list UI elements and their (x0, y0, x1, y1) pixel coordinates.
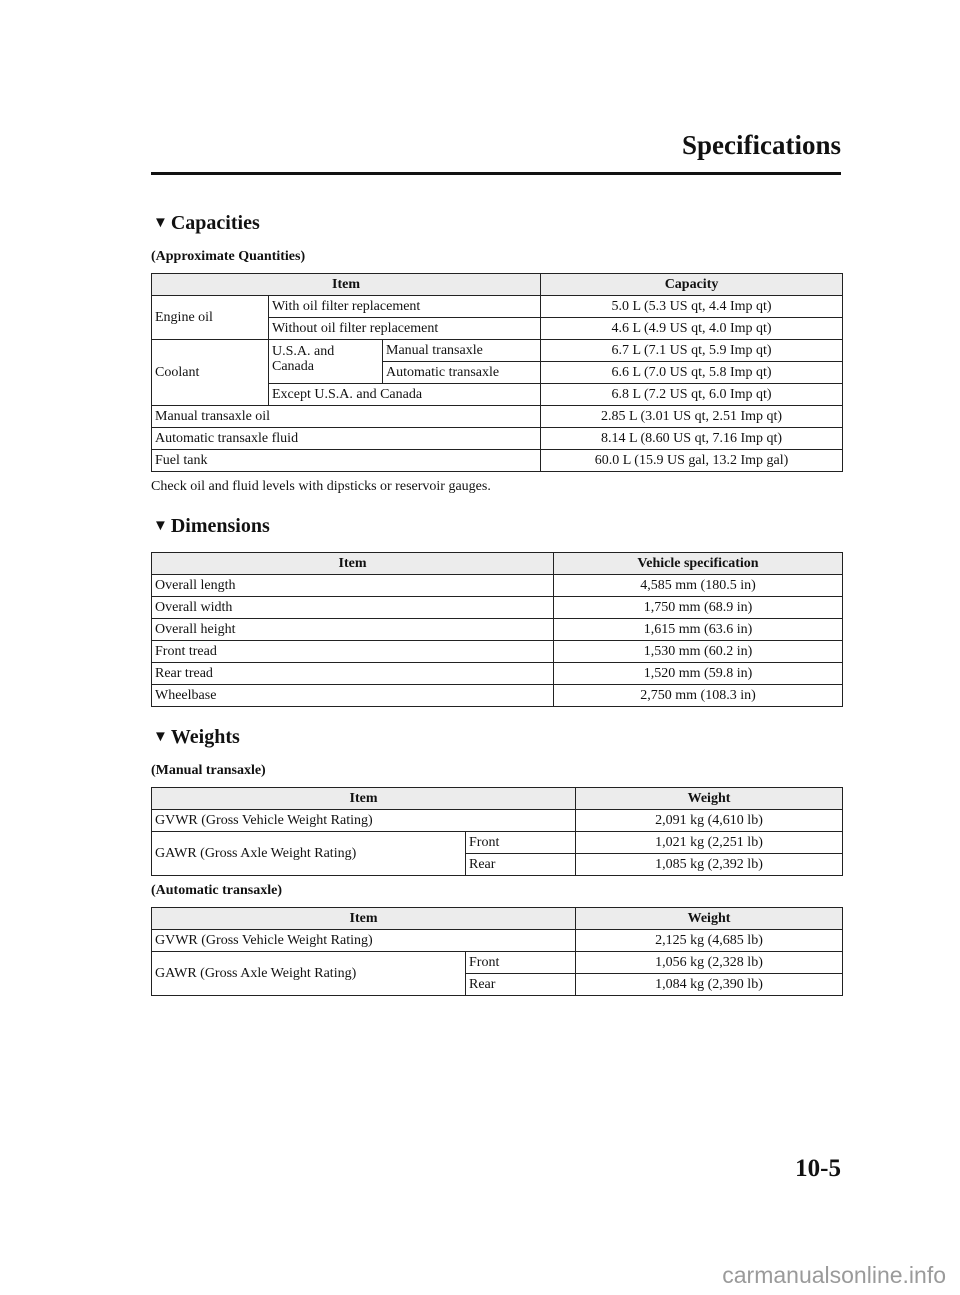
cell: Rear tread (151, 662, 554, 685)
triangle-down-icon: ▼ (153, 729, 168, 745)
column-header: Item (150, 273, 542, 296)
cell: 1,530 mm (60.2 in) (553, 640, 843, 663)
cell: 2,091 kg (4,610 lb) (575, 809, 843, 832)
cell: Rear (465, 853, 576, 876)
capacities-heading: Capacities (170, 212, 260, 234)
cell: With oil filter replacement (267, 295, 542, 318)
cell: 5.0 L (5.3 US qt, 4.4 Imp qt) (540, 295, 844, 318)
table-row: GVWR (Gross Vehicle Weight Rating) 2,091 … (151, 809, 843, 832)
column-header: Item (151, 907, 576, 930)
column-header: Capacity (540, 273, 844, 296)
triangle-down-icon: ▼ (153, 215, 168, 231)
weights-automatic-subtitle: (Automatic transaxle) (151, 883, 283, 898)
cell: Rear (465, 973, 576, 996)
column-header: Weight (575, 787, 843, 810)
row-label: Engine oil (151, 295, 269, 340)
capacities-note: Check oil and fluid levels with dipstick… (151, 479, 491, 494)
page-title: Specifications (682, 130, 841, 160)
cell: 1,056 kg (2,328 lb) (575, 951, 843, 974)
table-row: Wheelbase 2,750 mm (108.3 in) (151, 684, 843, 707)
table-row: Overall width 1,750 mm (68.9 in) (151, 596, 843, 619)
cell: 1,520 mm (59.8 in) (553, 662, 843, 685)
cell: 8.14 L (8.60 US qt, 7.16 Imp qt) (540, 427, 844, 450)
cell: 2,125 kg (4,685 lb) (575, 929, 843, 952)
cell: Overall width (151, 596, 554, 619)
row-label: GAWR (Gross Axle Weight Rating) (151, 951, 466, 996)
cell: Manual transaxle (381, 339, 542, 362)
table-row: Front tread 1,530 mm (60.2 in) (151, 640, 843, 663)
cell: 6.6 L (7.0 US qt, 5.8 Imp qt) (540, 361, 844, 384)
row-label: GAWR (Gross Axle Weight Rating) (151, 831, 466, 876)
table-row: Engine oil With oil filter replacement 5.0… (151, 295, 844, 340)
cell: Automatic transaxle fluid (150, 427, 542, 450)
triangle-down-icon: ▼ (153, 518, 168, 534)
cell: 6.7 L (7.1 US qt, 5.9 Imp qt) (540, 339, 844, 362)
table-header-row: Item Capacity (150, 273, 844, 296)
table-header-row: Item Vehicle specification (151, 552, 843, 575)
table-row: Overall length 4,585 mm (180.5 in) (151, 574, 843, 597)
row-label: Coolant (151, 339, 269, 406)
cell: 1,021 kg (2,251 lb) (575, 831, 843, 854)
cell: 2.85 L (3.01 US qt, 2.51 Imp qt) (540, 405, 844, 428)
cell: 1,084 kg (2,390 lb) (575, 973, 843, 996)
weights-heading: Weights (170, 726, 240, 748)
cell: Automatic transaxle (381, 361, 542, 384)
cell: Front (465, 831, 576, 854)
cell: Except U.S.A. and Canada (267, 383, 542, 406)
table-row: Automatic transaxle 6.6 L (7.0 US qt, 5.8… (152, 361, 844, 384)
cell: Fuel tank (150, 449, 542, 472)
cell: 2,750 mm (108.3 in) (553, 684, 843, 707)
cell: Without oil filter replacement (267, 317, 542, 340)
table-row: Overall height 1,615 mm (63.6 in) (151, 618, 843, 641)
cell: GVWR (Gross Vehicle Weight Rating) (151, 809, 576, 832)
dimensions-heading: Dimensions (170, 515, 270, 537)
capacities-table: Item Capacity Engine oil With oil filter r… (150, 273, 844, 472)
capacities-subtitle: (Approximate Quantities) (151, 249, 306, 264)
cell: 1,085 kg (2,392 lb) (575, 853, 843, 876)
column-header: Weight (575, 907, 843, 930)
weights-automatic-table: Item Weight GVWR (Gross Vehicle Weight Ra… (151, 907, 843, 996)
column-header: Item (151, 552, 554, 575)
table-row: Rear tread 1,520 mm (59.8 in) (151, 662, 843, 685)
table-row: GAWR (Gross Axle Weight Rating) Front 1,05… (151, 951, 843, 996)
title-divider (151, 172, 841, 175)
cell: Overall height (151, 618, 554, 641)
table-row: Rear 1,084 kg (2,390 lb) (152, 973, 843, 996)
table-row: Automatic transaxle fluid 8.14 L (8.60 US… (150, 427, 844, 450)
cell: U.S.A. and Canada (268, 339, 383, 384)
section-heading-weights: ▼ Weights (153, 726, 240, 749)
table-row: Manual transaxle oil 2.85 L (3.01 US qt, … (150, 405, 844, 428)
cell: 1,750 mm (68.9 in) (553, 596, 843, 619)
table-row: Fuel tank 60.0 L (15.9 US gal, 13.2 Imp g… (150, 449, 844, 472)
weights-manual-table: Item Weight GVWR (Gross Vehicle Weight Ra… (151, 787, 843, 876)
cell: Manual transaxle oil (150, 405, 542, 428)
table-row: Except U.S.A. and Canada 6.8 L (7.2 US qt… (152, 383, 844, 406)
column-header: Item (151, 787, 576, 810)
weights-manual-subtitle: (Manual transaxle) (151, 763, 266, 778)
cell: 4.6 L (4.9 US qt, 4.0 Imp qt) (540, 317, 844, 340)
cell: Overall length (151, 574, 554, 597)
table-row: Rear 1,085 kg (2,392 lb) (152, 853, 843, 876)
watermark: carmanualsonline.info (722, 1262, 946, 1288)
table-row: Coolant U.S.A. and Canada Manual transaxle… (151, 339, 844, 406)
cell: 4,585 mm (180.5 in) (553, 574, 843, 597)
table-row: GAWR (Gross Axle Weight Rating) Front 1,02… (151, 831, 843, 876)
section-heading-dimensions: ▼ Dimensions (153, 515, 270, 538)
section-heading-capacities: ▼ Capacities (153, 212, 260, 235)
cell: Front tread (151, 640, 554, 663)
cell: Wheelbase (151, 684, 554, 707)
cell: 60.0 L (15.9 US gal, 13.2 Imp gal) (540, 449, 844, 472)
cell: Front (465, 951, 576, 974)
cell: 6.8 L (7.2 US qt, 6.0 Imp qt) (540, 383, 844, 406)
cell: 1,615 mm (63.6 in) (553, 618, 843, 641)
column-header: Vehicle specification (553, 552, 843, 575)
dimensions-table: Item Vehicle specification Overall length… (151, 552, 843, 707)
cell: GVWR (Gross Vehicle Weight Rating) (151, 929, 576, 952)
table-header-row: Item Weight (151, 787, 843, 810)
page-number: 10-5 (795, 1155, 841, 1182)
table-row: GVWR (Gross Vehicle Weight Rating) 2,125 … (151, 929, 843, 952)
table-header-row: Item Weight (151, 907, 843, 930)
